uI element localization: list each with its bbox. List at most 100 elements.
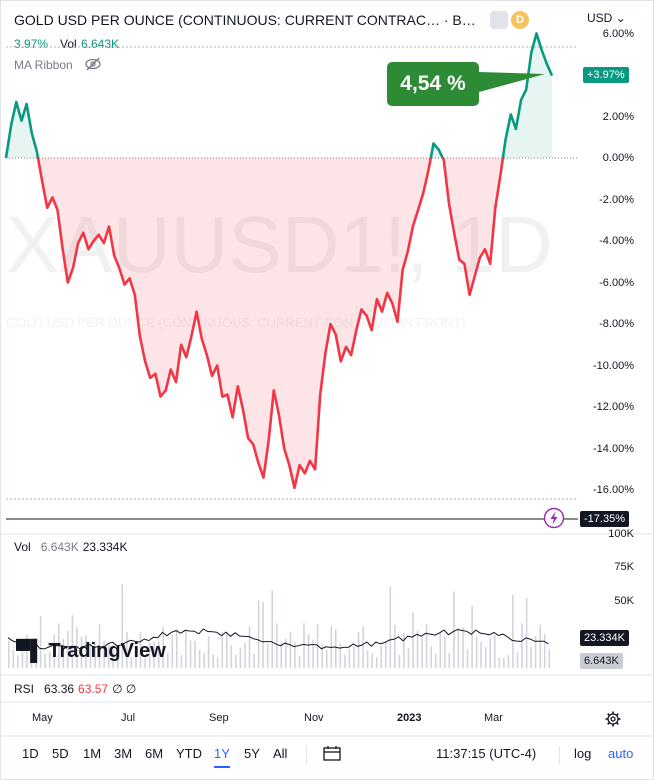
y-tick-label: -10.00% <box>593 360 634 372</box>
volume-label: Vol <box>60 37 77 51</box>
timeframe-1m-button[interactable]: 1M <box>83 746 102 761</box>
ma-ribbon-indicator[interactable]: MA Ribbon <box>14 58 73 72</box>
volume-bar <box>198 649 201 668</box>
volume-bar <box>248 626 251 668</box>
date-range-icon[interactable] <box>322 745 342 763</box>
volume-bar <box>17 655 19 668</box>
bottom-toolbar: 1D 5D 1M 3M 6M YTD 1Y 5Y All 11:37:15 (U… <box>0 738 654 770</box>
timeframe-1d-button[interactable]: 1D <box>22 746 39 761</box>
volume-bar <box>530 647 532 668</box>
negative-area <box>38 158 431 488</box>
volume-bar <box>462 626 464 668</box>
y-tick-label: -12.00% <box>593 401 634 413</box>
volume-bar <box>144 657 146 668</box>
volume-bar <box>434 653 437 668</box>
volume-bar <box>380 645 382 668</box>
volume-bar <box>8 640 10 668</box>
log-scale-button[interactable]: log <box>574 746 592 761</box>
currency-select[interactable]: USD ⌄ <box>587 11 626 25</box>
timeframe-all-button[interactable]: All <box>273 746 288 761</box>
volume-bar <box>39 616 42 668</box>
chevron-down-icon: ⌄ <box>615 11 626 25</box>
volume-bar <box>375 657 378 668</box>
volume-bar <box>525 598 528 668</box>
volume-bar <box>167 652 169 668</box>
volume-bar <box>194 640 196 668</box>
volume-bar <box>180 655 183 668</box>
symbol-title[interactable]: GOLD USD PER OUNCE (CONTINUOUS: CURRENT … <box>14 12 476 28</box>
timeframe-5y-button[interactable]: 5Y <box>244 746 260 761</box>
timeframe-3m-button[interactable]: 3M <box>114 746 133 761</box>
x-tick-label: Sep <box>209 712 229 724</box>
y-tick-label: 2.00% <box>602 111 634 123</box>
volume-bar <box>366 650 369 668</box>
volume-bar <box>157 641 160 668</box>
alert-flash-icon[interactable] <box>543 507 565 529</box>
volume-bar <box>244 642 246 668</box>
volume-bar <box>112 649 115 668</box>
volume-bar <box>398 655 401 668</box>
rsi-ma-value: 63.57 <box>78 682 109 696</box>
volume-bar <box>107 642 110 668</box>
price-line-segment-down <box>36 157 433 490</box>
clock-timezone[interactable]: 11:37:15 (UTC-4) <box>436 746 537 761</box>
volume-bar <box>85 635 87 668</box>
volume-legend-label: Vol <box>14 540 31 554</box>
timeframe-ytd-button[interactable]: YTD <box>176 746 202 761</box>
volume-legend: Vol 6.643K 23.334K <box>14 540 127 554</box>
volume-bar <box>543 634 546 668</box>
volume-bar <box>471 605 473 668</box>
volume-bar <box>339 643 342 668</box>
y-tick-label: 6.00% <box>602 28 634 40</box>
tradingview-logo[interactable]: ▀▌ TradingView <box>16 640 166 663</box>
volume-bar <box>162 626 164 668</box>
x-tick-label: Jul <box>121 712 136 724</box>
volume-bar <box>289 631 292 668</box>
volume-bar <box>475 636 478 668</box>
volume-bar <box>126 631 128 668</box>
volume-bar <box>307 634 310 668</box>
price-line <box>4 32 554 490</box>
auto-scale-button[interactable]: auto <box>608 746 634 761</box>
delayed-data-badge[interactable]: D <box>511 11 529 29</box>
volume-bar <box>153 642 155 668</box>
volume-bar <box>53 634 55 668</box>
volume-bar <box>425 624 428 668</box>
volume-bar <box>312 639 314 668</box>
rsi-empty-values: ∅ ∅ <box>112 682 137 696</box>
timeframe-5d-button[interactable]: 5D <box>52 746 69 761</box>
volume-bar <box>235 655 237 668</box>
timeframe-6m-button[interactable]: 6M <box>145 746 164 761</box>
watermark-symbol: XAUUSD1!, 1D <box>6 200 553 289</box>
volume-bar <box>44 653 46 668</box>
volume-bar <box>207 636 210 668</box>
price-line-segment-up <box>429 142 444 159</box>
currency-label: USD <box>587 11 613 25</box>
hidden-eye-icon[interactable] <box>84 56 102 72</box>
timeframe-1y-button[interactable]: 1Y <box>214 746 230 761</box>
volume-bar <box>298 656 301 668</box>
volume-axis-label: 75K <box>614 561 634 573</box>
volume-bar <box>21 643 24 668</box>
y-tick-label: -6.00% <box>599 277 634 289</box>
volume-bar <box>489 638 491 668</box>
x-tick-label: 2023 <box>397 712 422 724</box>
volume-bar <box>494 634 496 668</box>
price-line-segment-up <box>4 100 40 159</box>
volume-ma-line <box>7 628 549 651</box>
volume-bar <box>226 632 228 668</box>
volume-bar <box>117 648 119 668</box>
volume-bar <box>271 590 273 668</box>
volume-bar <box>303 623 305 668</box>
volume-bar <box>480 641 482 668</box>
volume-bar <box>439 632 442 668</box>
volume-bar <box>444 636 446 668</box>
volume-bar <box>353 646 355 668</box>
volume-tag: 6.643K <box>580 653 623 669</box>
volume-bar <box>103 640 105 668</box>
volume-bar <box>239 647 242 668</box>
volume-bar <box>498 658 501 668</box>
volume-bar <box>421 637 423 668</box>
settings-gear-icon[interactable] <box>604 710 622 728</box>
